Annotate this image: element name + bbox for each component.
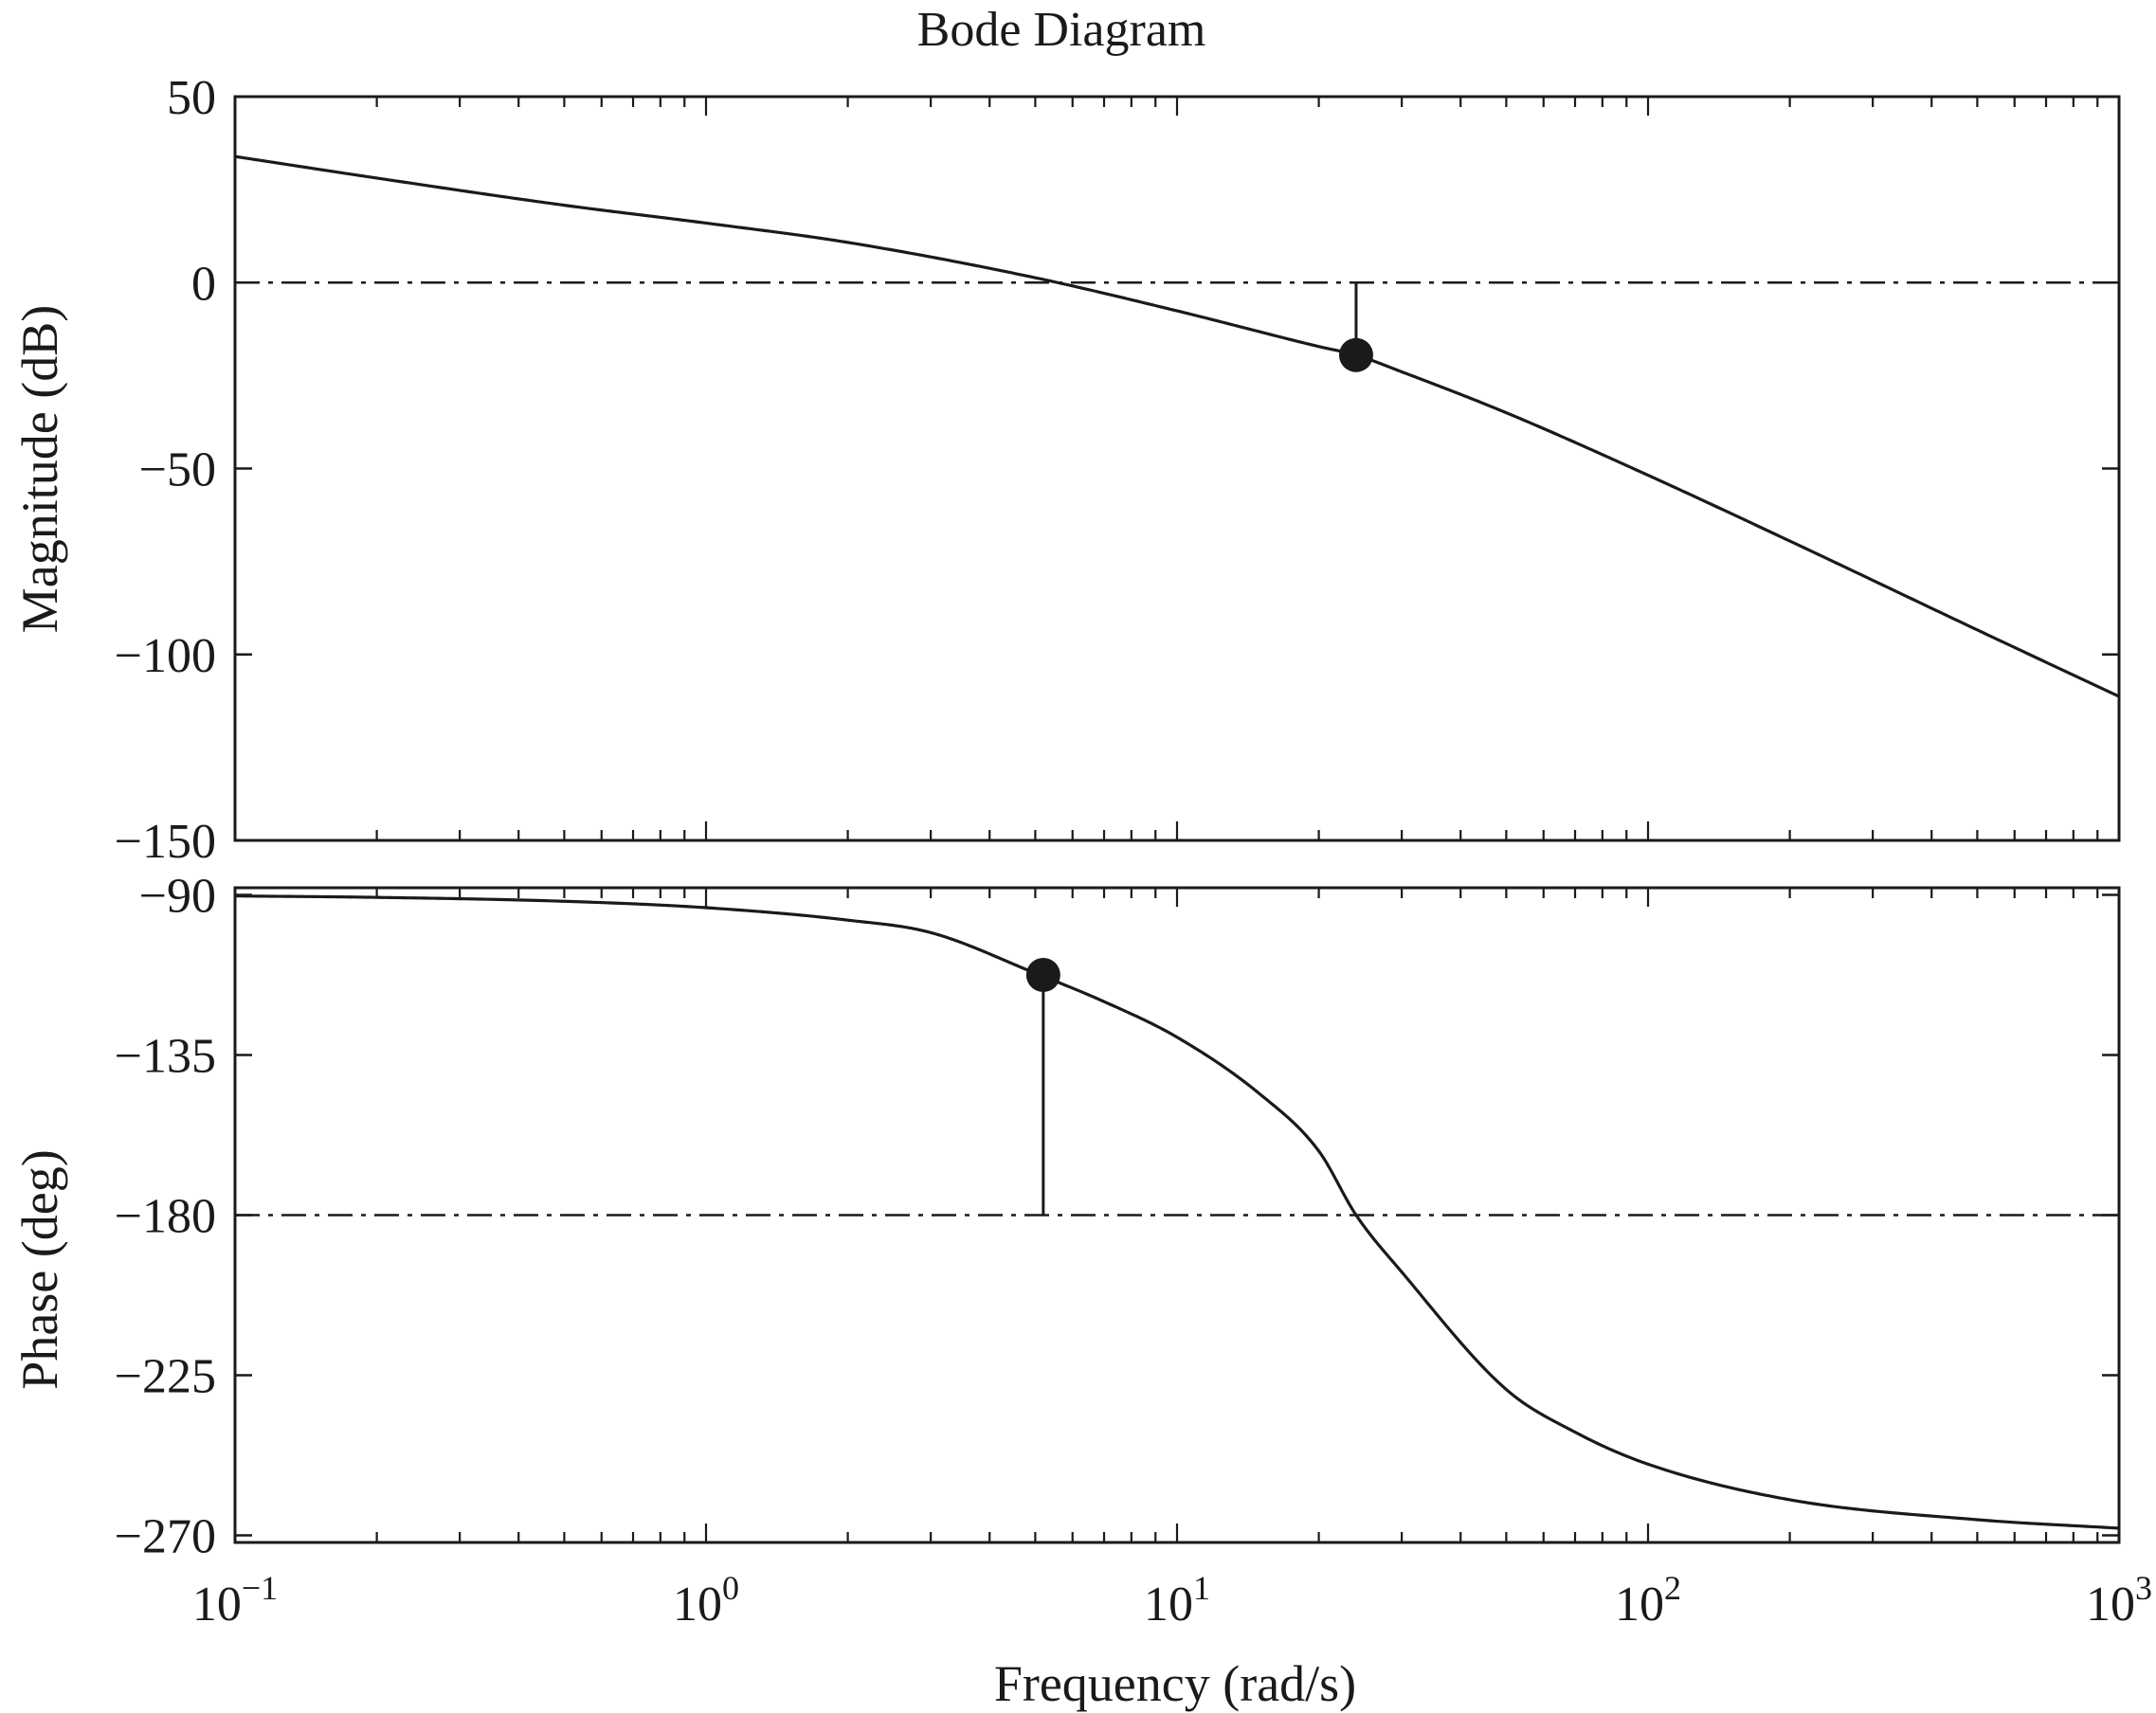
magnitude-y-tick-label: −100 — [115, 629, 216, 683]
magnitude-plot: 50 0 −50 −100 −150 — [115, 71, 2121, 869]
phase-plot: −90 −135 −180 −225 −270 10−1 100 101 102 103 — [115, 870, 2152, 1632]
frequency-axis-label: Frequency (rad/s) — [994, 1655, 1356, 1712]
magnitude-y-tick-label: 0 — [191, 257, 216, 311]
phase-x-tick-label: 101 — [1144, 1569, 1210, 1632]
magnitude-y-tick-label: −50 — [139, 443, 216, 497]
phase-curve — [234, 894, 2120, 1530]
phase-y-tick-label: −270 — [115, 1509, 216, 1563]
phase-x-tick-label: 103 — [2086, 1569, 2152, 1632]
phase-x-tick-label: 102 — [1615, 1569, 1681, 1632]
magnitude-axis-label: Magnitude (dB) — [11, 305, 68, 633]
magnitude-y-tick-label: 50 — [167, 71, 216, 125]
phase-y-tick-label: −225 — [115, 1349, 216, 1403]
phase-y-tick-label: −135 — [115, 1030, 216, 1084]
phase-axis-label: Phase (deg) — [11, 1149, 68, 1389]
magnitude-marker-point — [1338, 337, 1373, 372]
chart-title: Bode Diagram — [917, 3, 1206, 57]
phase-y-tick-label: −180 — [115, 1190, 216, 1244]
phase-marker-point — [1025, 958, 1060, 993]
magnitude-y-tick-label: −150 — [115, 815, 216, 869]
magnitude-frame — [233, 95, 2121, 842]
phase-x-tick-label: 10−1 — [192, 1569, 278, 1632]
phase-y-tick-label: −90 — [139, 870, 216, 924]
magnitude-curve — [234, 154, 2120, 698]
phase-x-tick-label: 100 — [673, 1569, 739, 1632]
